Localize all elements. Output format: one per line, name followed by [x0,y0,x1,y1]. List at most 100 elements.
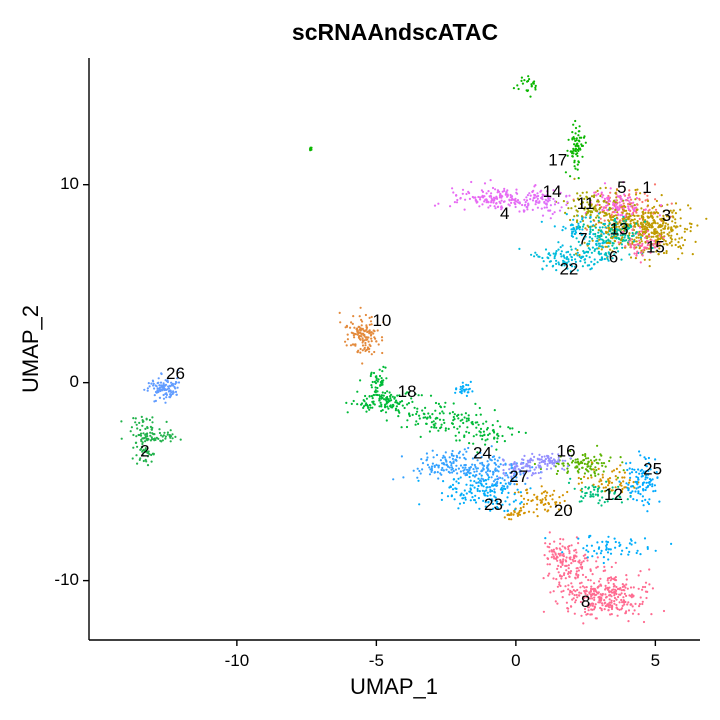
cell-point [569,570,573,573]
cell-point [589,459,593,462]
cell-point [450,466,454,469]
cell-point [604,230,608,233]
cell-point [618,608,621,611]
cell-point [641,499,644,503]
cell-point [365,410,368,413]
cell-point [616,229,619,232]
cell-point [558,547,561,550]
cell-point [662,243,666,246]
cell-point [631,231,634,235]
cell-point [384,366,387,369]
cell-point [562,225,565,228]
cell-point [665,215,669,218]
cell-point [489,494,492,497]
cell-point [583,589,586,593]
cell-point [437,202,440,205]
cell-point [621,549,624,552]
cell-point [525,489,528,492]
cell-point [552,577,555,580]
cell-point [602,556,606,559]
cell-point [674,202,678,205]
cluster-11-points [555,177,636,227]
cell-point [677,245,680,249]
cell-point [589,465,592,468]
cell-point [683,238,687,242]
cell-point [338,311,341,314]
cell-point [469,472,472,475]
cell-point [544,537,547,540]
cell-point [646,240,649,243]
cell-point [164,437,167,440]
cell-point [358,326,361,329]
cell-point [580,481,584,484]
cell-point [553,464,556,467]
cell-point [570,248,573,251]
cell-point [496,189,499,192]
cell-point [607,609,610,612]
cell-point [589,534,592,538]
cell-point [670,227,673,230]
cell-point [662,210,666,213]
cell-point [604,584,607,588]
cell-point [593,549,596,553]
cell-point [614,201,617,204]
cell-point [597,250,601,253]
cell-point [361,349,364,352]
cell-point [608,252,611,255]
cell-point [601,490,604,493]
cell-point [515,483,519,486]
cell-point [569,224,573,227]
cell-point [534,472,537,475]
cell-point [644,488,647,492]
cell-point [575,252,578,255]
cell-point [579,477,583,481]
cell-point [607,548,611,551]
cell-point [417,479,420,482]
cell-point [515,464,518,467]
cell-point [459,476,462,479]
cell-point [570,234,573,237]
cell-point [517,87,520,91]
cell-point [548,563,552,566]
cell-point [381,381,384,384]
cell-point [463,208,466,211]
cell-point [632,243,635,246]
cluster-10-points [338,306,385,365]
cell-point [526,80,529,83]
cell-point [658,214,662,217]
cell-point [519,502,522,505]
cell-point [486,486,489,489]
cell-point [592,483,595,486]
cell-point [459,464,463,467]
cell-point [655,243,658,246]
cell-point [583,586,586,589]
cell-point [547,196,550,199]
cell-point [626,227,629,231]
cell-point [503,479,506,482]
cell-point [498,190,501,193]
cell-point [575,465,578,468]
cell-point [627,216,630,219]
cell-point [593,262,596,266]
cell-point [556,567,559,571]
cell-point [654,222,657,225]
cell-point [492,196,496,199]
cell-point [454,458,457,461]
cell-point [531,208,534,211]
cell-point [640,249,643,252]
cell-point [627,609,631,612]
cell-point [562,200,566,203]
cell-point [645,470,648,473]
cell-point [510,433,514,436]
cell-point [644,590,648,593]
cell-point [136,462,139,465]
cell-point [421,409,424,412]
cell-point [422,412,425,415]
cell-point [609,593,612,597]
cell-point [583,472,587,475]
cell-point [452,415,455,419]
cell-point [512,87,516,90]
cell-point [626,587,629,590]
cell-point [607,558,610,561]
